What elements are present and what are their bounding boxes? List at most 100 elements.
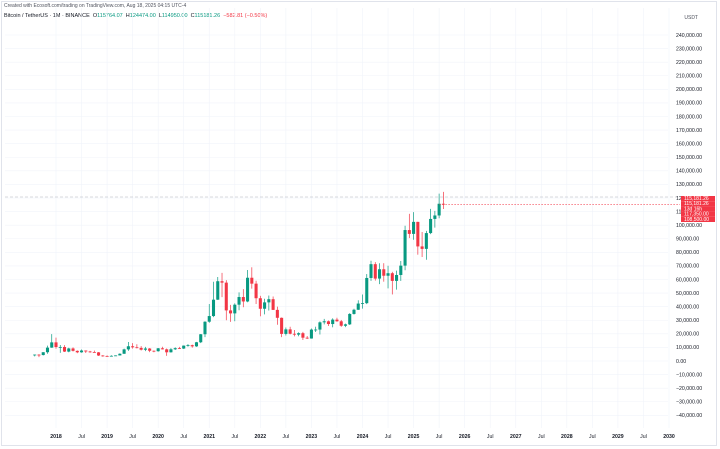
candle[interactable] xyxy=(314,326,318,332)
candle[interactable] xyxy=(54,337,58,349)
candle[interactable] xyxy=(416,221,420,255)
candle[interactable] xyxy=(152,350,156,353)
candle[interactable] xyxy=(441,191,445,209)
candle[interactable] xyxy=(288,326,292,335)
candle[interactable] xyxy=(305,336,309,339)
candle[interactable] xyxy=(399,260,403,281)
candle[interactable] xyxy=(118,353,122,356)
candle[interactable] xyxy=(258,295,262,317)
candle[interactable] xyxy=(271,296,275,310)
candle[interactable] xyxy=(229,304,233,322)
candle[interactable] xyxy=(109,355,113,357)
candle[interactable] xyxy=(343,323,348,328)
candle[interactable] xyxy=(390,271,394,295)
candle[interactable] xyxy=(395,270,399,290)
candle[interactable] xyxy=(348,313,352,325)
candle[interactable] xyxy=(75,350,79,354)
candle[interactable] xyxy=(335,317,339,322)
candle[interactable] xyxy=(250,267,254,289)
candle[interactable] xyxy=(156,347,160,352)
candle[interactable] xyxy=(67,347,71,353)
candle[interactable] xyxy=(182,345,186,349)
candle[interactable] xyxy=(203,321,207,338)
candle[interactable] xyxy=(84,350,88,354)
candle[interactable] xyxy=(420,231,424,257)
candle[interactable] xyxy=(433,210,437,228)
candle[interactable] xyxy=(352,308,356,315)
candle[interactable] xyxy=(186,344,190,347)
candle[interactable] xyxy=(284,327,288,336)
candle[interactable] xyxy=(97,352,101,357)
candle[interactable] xyxy=(437,193,441,219)
candle[interactable] xyxy=(382,263,386,282)
candle[interactable] xyxy=(122,348,126,354)
candle[interactable] xyxy=(322,318,326,325)
candle[interactable] xyxy=(224,280,228,321)
candle[interactable] xyxy=(135,344,139,349)
candle[interactable] xyxy=(233,303,237,322)
candle[interactable] xyxy=(429,208,433,235)
candle[interactable] xyxy=(424,230,428,260)
candle[interactable] xyxy=(365,274,369,305)
candle[interactable] xyxy=(173,347,177,350)
candle[interactable] xyxy=(101,355,105,357)
candle[interactable] xyxy=(386,265,390,289)
candle[interactable] xyxy=(246,269,250,303)
symbol-name[interactable]: Bitcoin / TetherUS · 1M · BINANCE xyxy=(4,13,90,19)
candle[interactable] xyxy=(318,321,322,335)
candle[interactable] xyxy=(92,350,96,353)
candle[interactable] xyxy=(194,341,199,347)
axis-currency-label[interactable]: USDT xyxy=(684,15,698,21)
candle[interactable] xyxy=(326,320,330,326)
candle[interactable] xyxy=(165,348,169,356)
candle[interactable] xyxy=(254,280,258,304)
candle[interactable] xyxy=(211,281,216,318)
candle[interactable] xyxy=(37,354,41,358)
candle[interactable] xyxy=(356,300,360,310)
candle[interactable] xyxy=(41,352,45,356)
candle[interactable] xyxy=(143,346,147,352)
candle[interactable] xyxy=(412,212,416,240)
candle[interactable] xyxy=(105,355,109,357)
candle[interactable] xyxy=(407,213,411,239)
candle[interactable] xyxy=(71,347,75,352)
candle[interactable] xyxy=(297,332,301,337)
candle[interactable] xyxy=(80,349,84,353)
candle[interactable] xyxy=(309,328,313,339)
candle[interactable] xyxy=(237,292,241,311)
candle[interactable] xyxy=(58,344,62,353)
candle[interactable] xyxy=(148,348,152,353)
candle[interactable] xyxy=(263,298,267,315)
candle[interactable] xyxy=(301,331,305,340)
candle[interactable] xyxy=(160,346,164,350)
candle[interactable] xyxy=(331,318,335,328)
candle[interactable] xyxy=(360,294,365,309)
candle[interactable] xyxy=(339,319,343,327)
candle[interactable] xyxy=(199,334,203,344)
candle[interactable] xyxy=(369,260,373,281)
candle[interactable] xyxy=(267,295,271,311)
candle[interactable] xyxy=(241,289,245,308)
candle[interactable] xyxy=(207,304,211,323)
candle[interactable] xyxy=(177,346,181,350)
candle[interactable] xyxy=(275,306,279,325)
candle[interactable] xyxy=(377,263,382,285)
candle[interactable] xyxy=(216,276,220,300)
candle[interactable] xyxy=(50,334,54,348)
candle[interactable] xyxy=(126,342,130,351)
candle[interactable] xyxy=(220,272,224,298)
candle[interactable] xyxy=(280,317,284,338)
candle[interactable] xyxy=(114,355,118,357)
candle[interactable] xyxy=(139,346,143,351)
candle[interactable] xyxy=(292,330,296,337)
candle[interactable] xyxy=(62,345,67,353)
candle[interactable] xyxy=(33,354,37,357)
candle[interactable] xyxy=(131,343,135,349)
candle[interactable] xyxy=(169,348,173,353)
candle[interactable] xyxy=(190,344,194,348)
candle[interactable] xyxy=(45,345,50,354)
candle[interactable] xyxy=(88,350,92,353)
candle[interactable] xyxy=(403,225,407,271)
candle[interactable] xyxy=(373,262,377,281)
